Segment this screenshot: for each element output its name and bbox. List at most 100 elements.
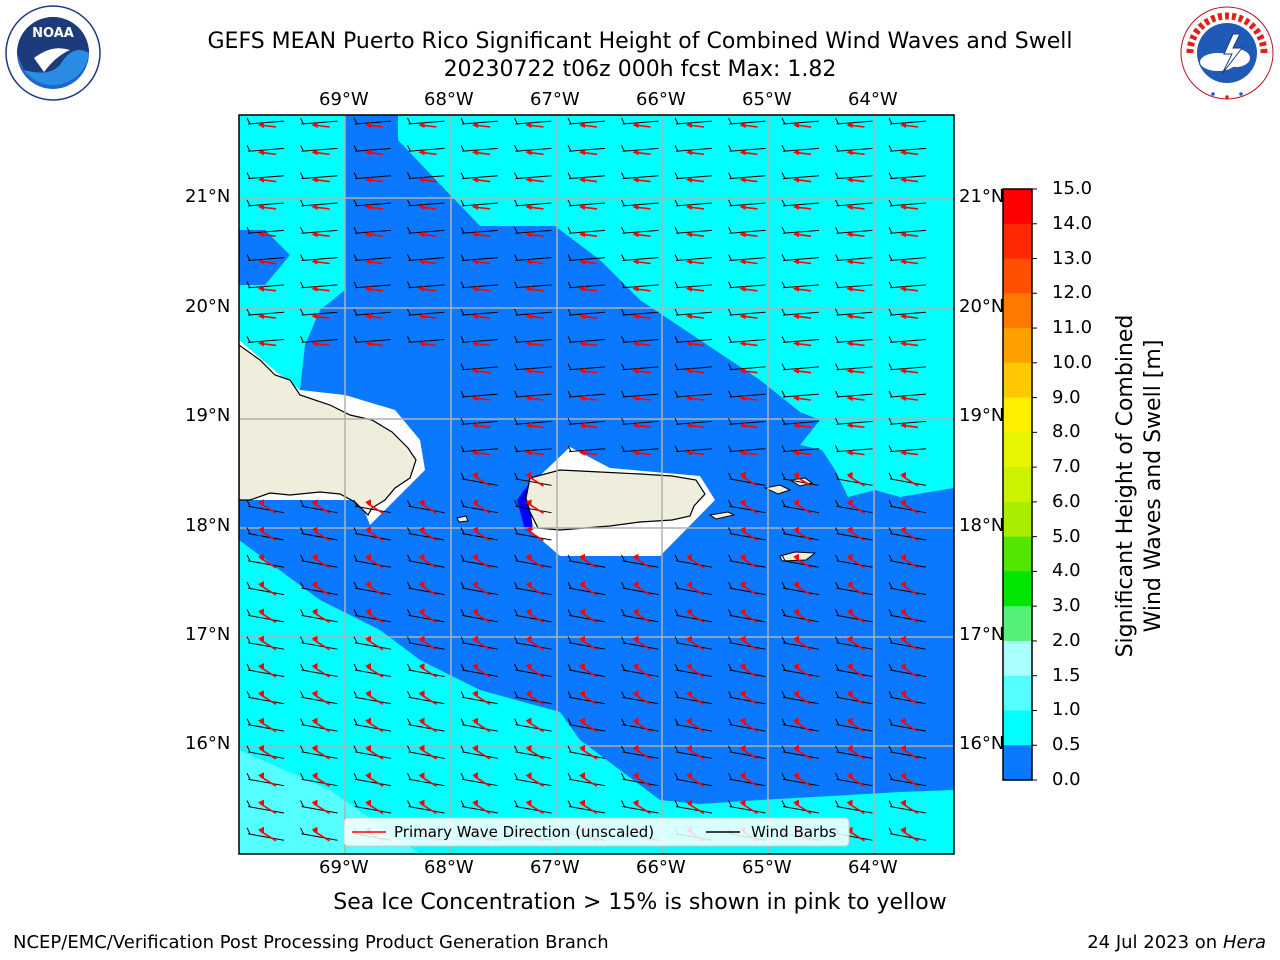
wind-barb <box>407 718 445 732</box>
wind-barb <box>888 800 927 814</box>
wave-direction-arrow <box>793 340 812 347</box>
wave-direction-arrow <box>900 772 919 787</box>
wave-direction-arrow <box>472 772 491 787</box>
wind-barb <box>621 145 659 152</box>
wave-direction-arrow <box>472 176 491 183</box>
wave-direction-arrow <box>739 608 758 624</box>
wind-barb <box>888 499 927 514</box>
wave-direction-arrow <box>632 553 651 569</box>
wave-direction-arrow <box>793 395 812 401</box>
wave-direction-arrow <box>472 471 491 487</box>
wave-direction-arrow <box>472 258 491 265</box>
wind-barb <box>460 336 499 343</box>
wave-direction-arrow <box>258 149 277 156</box>
title-line-2: 20230722 t06z 000h fcst Max: 1.82 <box>443 57 837 82</box>
wave-direction-arrow <box>900 340 919 347</box>
wave-direction-arrow <box>258 799 277 815</box>
wave-direction-arrow <box>472 422 491 429</box>
wave-direction-arrow <box>258 176 277 183</box>
wave-direction-arrow <box>793 313 812 320</box>
wind-barb <box>407 554 445 568</box>
wave-direction-arrow <box>525 176 544 183</box>
wind-barb <box>888 390 927 398</box>
wind-barb <box>353 718 392 732</box>
wave-direction-arrow <box>900 395 919 401</box>
colorbar-segment <box>1003 501 1032 538</box>
wind-barb <box>728 117 766 125</box>
wave-direction-arrow <box>900 744 919 760</box>
ocean-0.5-1m-nw <box>239 230 290 285</box>
wind-barb <box>621 691 659 705</box>
wind-barb <box>567 581 606 596</box>
wave-direction-arrow <box>739 203 758 210</box>
wind-barb <box>621 554 659 568</box>
wind-barb <box>353 800 392 814</box>
wind-barb <box>888 308 927 316</box>
wave-direction-arrow <box>311 826 330 842</box>
wave-direction-arrow <box>900 635 919 651</box>
wind-barb <box>246 800 285 814</box>
wind-barb <box>407 145 445 152</box>
wind-barb <box>888 472 927 486</box>
wave-direction-arrow <box>258 203 277 210</box>
colorbar-segment <box>1003 536 1032 572</box>
wave-direction-arrow <box>632 744 651 760</box>
wind-barb <box>460 472 499 486</box>
wave-direction-arrow <box>311 717 330 733</box>
wave-direction-arrow <box>472 395 491 401</box>
wave-direction-arrow <box>311 744 330 760</box>
colorbar-tick-label: 11.0 <box>1052 317 1093 339</box>
wind-barb <box>781 472 820 486</box>
wind-barb <box>246 281 285 289</box>
wave-direction-arrow <box>632 581 651 596</box>
map-area <box>239 115 954 854</box>
wind-barb <box>835 745 873 759</box>
map-legend: Primary Wave Direction (unscaled) Wind B… <box>343 817 850 847</box>
wind-barb <box>728 226 766 234</box>
wave-direction-arrow <box>579 772 598 787</box>
wave-direction-arrow <box>525 499 544 514</box>
wave-direction-arrow <box>418 313 437 320</box>
colorbar-tick-label: 10.0 <box>1052 351 1093 373</box>
wave-direction-arrow <box>418 285 437 292</box>
wave-direction-arrow <box>686 422 705 429</box>
wind-barb <box>514 772 552 787</box>
wave-direction-arrow <box>793 772 812 787</box>
wave-direction-arrow <box>632 203 651 210</box>
wave-direction-arrow <box>846 471 865 487</box>
wind-barb <box>514 254 552 261</box>
title-line-1: GEFS MEAN Puerto Rico Significant Height… <box>207 29 1073 54</box>
wind-barb <box>567 636 606 650</box>
wave-direction-arrow <box>472 231 491 238</box>
colorbar-tick-label: 14.0 <box>1052 212 1093 234</box>
lat-label-left: 21°N <box>185 186 231 207</box>
colorbar-tick-label: 0.5 <box>1052 734 1081 756</box>
wave-direction-arrow <box>846 608 865 624</box>
wave-direction-arrow <box>365 717 384 733</box>
wind-barb <box>407 636 445 650</box>
wind-barb <box>728 609 766 623</box>
wave-direction-arrow <box>739 285 758 292</box>
wind-barb <box>567 718 606 732</box>
legend-barb-label: Wind Barbs <box>751 823 837 841</box>
wind-barb <box>621 226 659 234</box>
wind-barb <box>300 827 338 841</box>
wind-barb <box>728 281 766 289</box>
wave-direction-arrow <box>579 581 598 596</box>
wave-direction-arrow <box>686 553 705 569</box>
wind-barb <box>514 390 552 398</box>
wave-direction-arrow <box>472 635 491 651</box>
wind-barb <box>781 499 820 514</box>
wind-barb <box>407 308 445 316</box>
wind-barb <box>300 691 338 705</box>
wave-direction-arrow <box>900 690 919 705</box>
wind-barb <box>514 472 552 486</box>
wave-direction-arrow <box>365 581 384 596</box>
wind-barb <box>514 281 552 289</box>
mona-island-land <box>456 515 469 523</box>
wind-barb <box>514 636 552 650</box>
colorbar-segment <box>1003 293 1032 329</box>
wind-barb <box>407 527 445 541</box>
wind-barb <box>460 254 499 261</box>
wind-barb <box>460 281 499 289</box>
